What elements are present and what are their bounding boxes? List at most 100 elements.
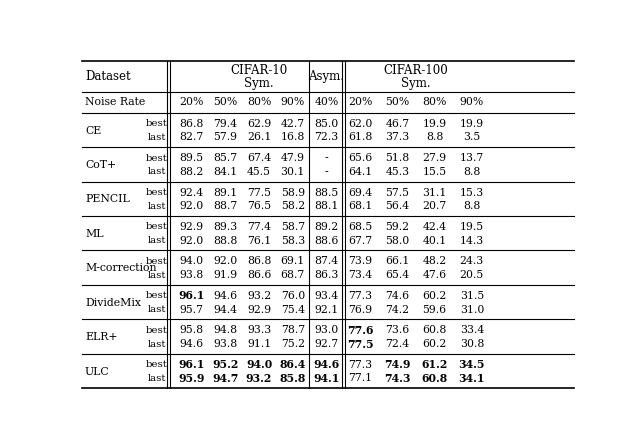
- Text: 20.7: 20.7: [422, 201, 447, 211]
- Text: 78.7: 78.7: [281, 325, 305, 335]
- Text: 65.6: 65.6: [348, 153, 372, 163]
- Text: 93.0: 93.0: [314, 325, 339, 335]
- Text: 60.2: 60.2: [422, 339, 447, 349]
- Text: best: best: [146, 326, 168, 335]
- Text: Sym.: Sym.: [401, 77, 431, 90]
- Text: 45.5: 45.5: [247, 167, 271, 177]
- Text: last: last: [148, 271, 166, 280]
- Text: 46.7: 46.7: [385, 119, 410, 129]
- Text: 96.1: 96.1: [179, 290, 205, 301]
- Text: 34.1: 34.1: [459, 373, 485, 384]
- Text: 3.5: 3.5: [463, 132, 481, 142]
- Text: 19.9: 19.9: [460, 119, 484, 129]
- Text: 88.2: 88.2: [179, 167, 204, 177]
- Text: 90%: 90%: [281, 97, 305, 107]
- Text: 95.9: 95.9: [179, 373, 205, 384]
- Text: best: best: [146, 360, 168, 369]
- Text: 68.1: 68.1: [348, 201, 372, 211]
- Text: 85.7: 85.7: [213, 153, 237, 163]
- Text: 47.9: 47.9: [281, 153, 305, 163]
- Text: 87.4: 87.4: [314, 256, 339, 266]
- Text: 76.0: 76.0: [281, 291, 305, 301]
- Text: 58.2: 58.2: [281, 201, 305, 211]
- Text: 50%: 50%: [385, 97, 410, 107]
- Text: 69.4: 69.4: [348, 187, 372, 198]
- Text: 76.1: 76.1: [247, 236, 271, 246]
- Text: 75.2: 75.2: [281, 339, 305, 349]
- Text: 86.8: 86.8: [247, 256, 271, 266]
- Text: 34.5: 34.5: [459, 359, 485, 370]
- Text: 61.2: 61.2: [422, 359, 448, 370]
- Text: 15.3: 15.3: [460, 187, 484, 198]
- Text: CIFAR-10: CIFAR-10: [230, 64, 288, 77]
- Text: 48.2: 48.2: [422, 256, 447, 266]
- Text: 26.1: 26.1: [247, 132, 271, 142]
- Text: 30.8: 30.8: [460, 339, 484, 349]
- Text: 85.8: 85.8: [280, 373, 306, 384]
- Text: 62.0: 62.0: [348, 119, 372, 129]
- Text: 93.3: 93.3: [247, 325, 271, 335]
- Text: 85.0: 85.0: [314, 119, 339, 129]
- Text: 92.7: 92.7: [314, 339, 339, 349]
- Text: 88.7: 88.7: [213, 201, 237, 211]
- Text: 8.8: 8.8: [463, 167, 481, 177]
- Text: 58.0: 58.0: [385, 236, 410, 246]
- Text: 74.3: 74.3: [384, 373, 411, 384]
- Text: 51.8: 51.8: [385, 153, 410, 163]
- Text: 94.4: 94.4: [213, 304, 237, 314]
- Text: 60.8: 60.8: [422, 373, 448, 384]
- Text: best: best: [146, 223, 168, 231]
- Text: 16.8: 16.8: [280, 132, 305, 142]
- Text: 33.4: 33.4: [460, 325, 484, 335]
- Text: 31.1: 31.1: [422, 187, 447, 198]
- Text: 72.4: 72.4: [385, 339, 410, 349]
- Text: 20.5: 20.5: [460, 270, 484, 280]
- Text: 94.6: 94.6: [180, 339, 204, 349]
- Text: 74.9: 74.9: [384, 359, 411, 370]
- Text: 92.0: 92.0: [213, 256, 237, 266]
- Text: 94.6: 94.6: [213, 291, 237, 301]
- Text: ULC: ULC: [85, 367, 109, 377]
- Text: 77.5: 77.5: [247, 187, 271, 198]
- Text: 93.2: 93.2: [247, 291, 271, 301]
- Text: 77.3: 77.3: [348, 360, 372, 370]
- Text: 57.5: 57.5: [385, 187, 410, 198]
- Text: 89.3: 89.3: [213, 222, 237, 232]
- Text: 58.3: 58.3: [281, 236, 305, 246]
- Text: 86.4: 86.4: [280, 359, 306, 370]
- Text: 59.2: 59.2: [385, 222, 410, 232]
- Text: 94.8: 94.8: [213, 325, 237, 335]
- Text: 93.8: 93.8: [213, 339, 237, 349]
- Text: 40.1: 40.1: [422, 236, 447, 246]
- Text: 42.4: 42.4: [422, 222, 447, 232]
- Text: 73.4: 73.4: [348, 270, 372, 280]
- Text: 20%: 20%: [179, 97, 204, 107]
- Text: 19.9: 19.9: [422, 119, 447, 129]
- Text: 90%: 90%: [460, 97, 484, 107]
- Text: 19.5: 19.5: [460, 222, 484, 232]
- Text: 76.5: 76.5: [247, 201, 271, 211]
- Text: 31.5: 31.5: [460, 291, 484, 301]
- Text: 73.6: 73.6: [385, 325, 410, 335]
- Text: 92.9: 92.9: [180, 222, 204, 232]
- Text: 75.4: 75.4: [281, 304, 305, 314]
- Text: 94.0: 94.0: [180, 256, 204, 266]
- Text: 47.6: 47.6: [422, 270, 447, 280]
- Text: best: best: [146, 154, 168, 162]
- Text: 37.3: 37.3: [385, 132, 410, 142]
- Text: 74.6: 74.6: [385, 291, 410, 301]
- Text: CIFAR-100: CIFAR-100: [383, 64, 449, 77]
- Text: 93.8: 93.8: [179, 270, 204, 280]
- Text: last: last: [148, 133, 166, 142]
- Text: last: last: [148, 202, 166, 211]
- Text: 57.9: 57.9: [213, 132, 237, 142]
- Text: last: last: [148, 305, 166, 314]
- Text: 66.1: 66.1: [385, 256, 410, 266]
- Text: CE: CE: [85, 126, 101, 135]
- Text: Noise Rate: Noise Rate: [85, 97, 145, 107]
- Text: -: -: [324, 167, 328, 177]
- Text: DivideMix: DivideMix: [85, 298, 141, 308]
- Text: 76.9: 76.9: [348, 304, 372, 314]
- Text: 68.5: 68.5: [348, 222, 372, 232]
- Text: M-correction: M-correction: [85, 263, 156, 273]
